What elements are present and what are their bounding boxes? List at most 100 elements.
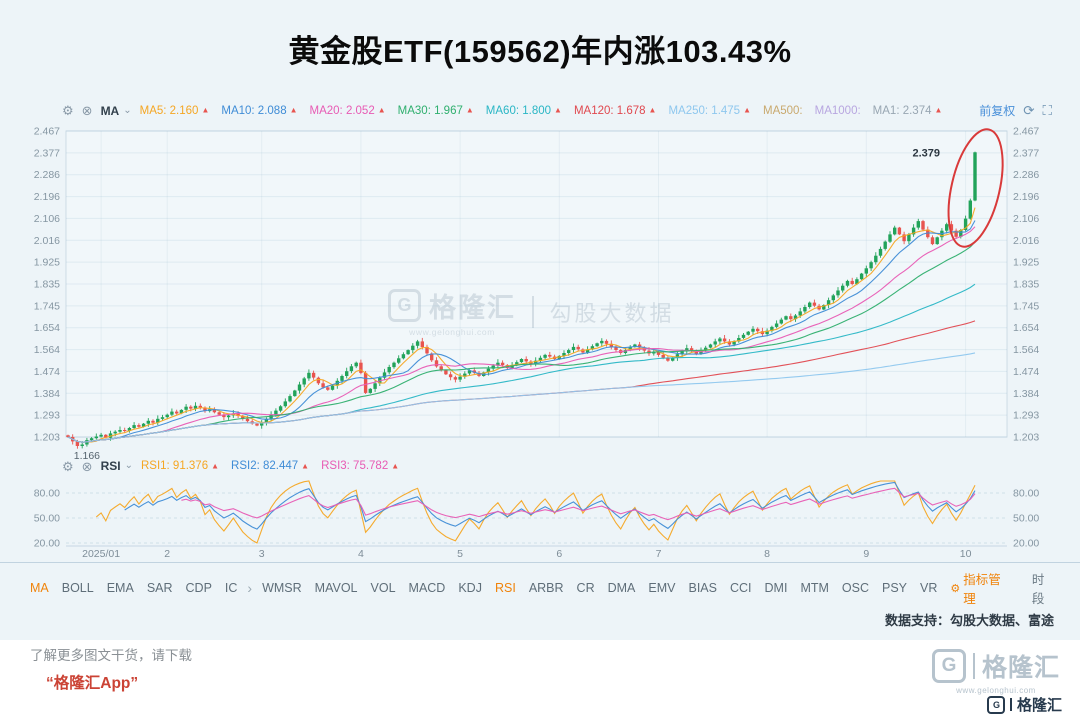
indicator-reading: MA250: 1.475 ▲ — [668, 104, 751, 117]
tab-wmsr[interactable]: WMSR — [262, 581, 302, 595]
promo-text-line1: 了解更多图文干货，请下载 — [30, 648, 192, 663]
svg-text:9: 9 — [863, 548, 869, 560]
tab-dma[interactable]: DMA — [607, 581, 636, 595]
hide-indicator-icon[interactable]: ⊗ — [81, 458, 93, 474]
data-support-text: 数据支持：勾股大数据、富途 — [884, 613, 1054, 628]
tab-vol[interactable]: VOL — [370, 581, 396, 595]
svg-text:5: 5 — [457, 548, 463, 560]
main-chart-toolbar: ⚙ ⊗ MA ⌄ MA5: 2.160 ▲ MA10: 2.088 ▲ MA20: 2.… — [62, 102, 1052, 119]
hide-indicator-icon[interactable]: ⊗ — [81, 103, 93, 118]
svg-text:2.016: 2.016 — [34, 235, 60, 247]
indicator-reading: MA1: 2.374 ▲ — [872, 104, 943, 117]
tab-mtm[interactable]: MTM — [800, 581, 829, 595]
indicator-reading: MA20: 2.052 ▲ — [309, 104, 386, 117]
main-candlestick-chart[interactable]: 2.467 2.467 2.377 2.377 2.286 2.286 2.196 2.196… — [0, 116, 1080, 461]
svg-text:1.384: 1.384 — [1013, 388, 1039, 400]
tab-emv[interactable]: EMV — [648, 581, 676, 595]
logo-divider — [972, 653, 975, 679]
refresh-icon[interactable]: ⟳ — [1023, 102, 1035, 118]
tab-dmi[interactable]: DMI — [764, 581, 788, 595]
tab-osc[interactable]: OSC — [841, 581, 869, 595]
up-arrow-icon: ▲ — [301, 461, 310, 470]
logo-url: www.gelonghui.com — [956, 686, 1036, 695]
indicator-manage-label: 指标管理 — [963, 573, 1001, 606]
watermark-url: www.gelonghui.com — [409, 327, 495, 337]
tab-arbr[interactable]: ARBR — [528, 581, 564, 595]
svg-text:1.835: 1.835 — [34, 278, 60, 290]
tab-ic[interactable]: IC — [224, 581, 238, 595]
svg-text:1.474: 1.474 — [34, 366, 60, 378]
indicator-reading: MA500: — [763, 104, 803, 117]
indicator-reading: MA120: 1.678 ▲ — [573, 104, 657, 117]
scroll-right-icon[interactable]: › — [247, 580, 253, 596]
settings-gear-icon[interactable]: ⚙ — [62, 458, 74, 474]
gelonghui-logo-grey: G 格隆汇 www.gelonghui.com — [931, 648, 1060, 695]
svg-text:20.00: 20.00 — [34, 538, 60, 550]
svg-text:3: 3 — [259, 548, 265, 560]
svg-text:1.203: 1.203 — [34, 431, 60, 443]
rsi-subchart[interactable]: 80.00 80.00 50.00 50.00 20.00 20.00 2025/01 2 3 4… — [0, 478, 1080, 562]
tab-sar[interactable]: SAR — [146, 581, 173, 595]
svg-text:1.293: 1.293 — [34, 410, 60, 422]
tab-cci[interactable]: CCI — [729, 581, 752, 595]
svg-text:2.286: 2.286 — [1013, 169, 1039, 181]
indicator-name-label[interactable]: RSI — [100, 459, 121, 473]
svg-text:1.166: 1.166 — [74, 450, 100, 460]
svg-text:20.00: 20.00 — [1013, 538, 1039, 550]
gelonghui-watermark: G 格隆汇 www.gelonghui.com 勾股大数据 — [388, 286, 675, 337]
tab-rsi[interactable]: RSI — [494, 581, 516, 595]
tab-cr[interactable]: CR — [576, 581, 595, 595]
gelonghui-logo-dark: G 格隆汇 — [987, 694, 1062, 715]
svg-text:1.384: 1.384 — [34, 388, 60, 400]
indicator-manage-button[interactable]: ⚙ 指标管理 — [950, 569, 1006, 607]
watermark-tagline: 勾股大数据 — [550, 296, 675, 328]
tab-ma[interactable]: MA — [30, 581, 49, 595]
up-arrow-icon: ▲ — [211, 461, 220, 470]
up-arrow-icon: ▲ — [377, 105, 386, 115]
up-arrow-icon: ▲ — [648, 105, 657, 115]
up-arrow-icon: ▲ — [465, 105, 474, 115]
manage-gear-icon: ⚙ — [950, 582, 961, 595]
svg-text:1.474: 1.474 — [1013, 366, 1039, 378]
svg-text:7: 7 — [656, 548, 662, 560]
svg-text:2.377: 2.377 — [34, 147, 60, 159]
tab-cdp[interactable]: CDP — [185, 581, 212, 595]
chevron-down-icon[interactable]: ⌄ — [123, 104, 132, 116]
gelonghui-logo-icon: G — [388, 289, 421, 322]
chevron-down-icon[interactable]: ⌄ — [124, 460, 133, 471]
indicator-tab-bar: MA BOLL EMA SAR CDP IC › WMSR MAVOL VOL MACD KDJ RSI… — [30, 569, 1054, 607]
svg-text:1.654: 1.654 — [1013, 322, 1039, 334]
indicator-name-label[interactable]: MA — [100, 103, 120, 118]
svg-text:80.00: 80.00 — [34, 488, 60, 500]
svg-text:1.293: 1.293 — [1013, 410, 1039, 422]
svg-text:2.106: 2.106 — [34, 213, 60, 225]
adjust-mode-button[interactable]: 前复权 — [979, 104, 1016, 118]
up-arrow-icon: ▲ — [934, 105, 943, 115]
svg-text:80.00: 80.00 — [1013, 488, 1039, 500]
watermark-divider — [532, 295, 534, 328]
up-arrow-icon: ▲ — [391, 461, 400, 470]
svg-text:1.564: 1.564 — [34, 344, 60, 356]
fullscreen-icon[interactable]: ⛶ — [1042, 102, 1052, 118]
tab-boll[interactable]: BOLL — [61, 581, 94, 595]
svg-text:1.925: 1.925 — [34, 257, 60, 269]
settings-gear-icon[interactable]: ⚙ — [62, 103, 74, 118]
chart-background — [0, 0, 1080, 640]
rsi-toolbar: ⚙ ⊗ RSI ⌄ RSI1: 91.376 ▲ RSI2: 82.447 ▲ RSI3… — [62, 459, 1052, 473]
tab-psy[interactable]: PSY — [882, 581, 908, 595]
period-button[interactable]: 时段 — [1031, 573, 1045, 606]
svg-text:2.196: 2.196 — [1013, 191, 1039, 203]
svg-text:2.467: 2.467 — [34, 126, 60, 138]
tab-bias[interactable]: BIAS — [688, 581, 717, 595]
tab-mavol[interactable]: MAVOL — [314, 581, 358, 595]
indicator-reading: MA5: 2.160 ▲ — [139, 104, 210, 117]
svg-text:10: 10 — [960, 548, 972, 560]
indicator-reading: MA10: 2.088 ▲ — [221, 104, 298, 117]
tab-ema[interactable]: EMA — [106, 581, 134, 595]
tab-vr[interactable]: VR — [920, 581, 938, 595]
tab-macd[interactable]: MACD — [408, 581, 446, 595]
svg-text:50.00: 50.00 — [1013, 513, 1039, 525]
up-arrow-icon: ▲ — [201, 105, 210, 115]
tab-kdj[interactable]: KDJ — [458, 581, 482, 595]
